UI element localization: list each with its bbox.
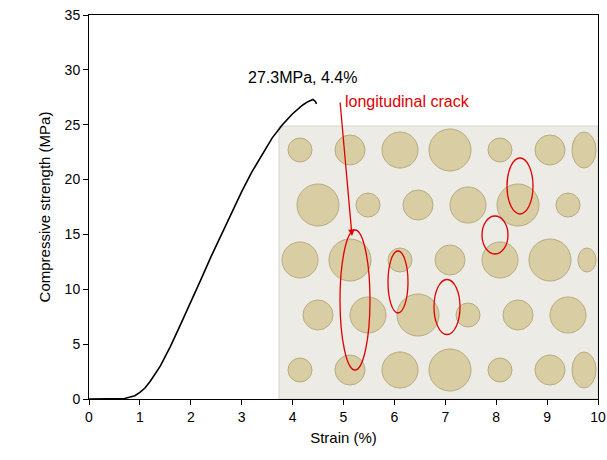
svg-text:Strain (%): Strain (%) (310, 429, 377, 446)
svg-text:4: 4 (289, 409, 297, 425)
svg-text:15: 15 (65, 226, 81, 242)
svg-text:6: 6 (391, 409, 399, 425)
svg-text:3: 3 (238, 409, 246, 425)
svg-text:5: 5 (72, 336, 80, 352)
svg-text:10: 10 (65, 281, 81, 297)
svg-text:10: 10 (590, 409, 606, 425)
svg-text:35: 35 (65, 7, 81, 23)
svg-text:2: 2 (187, 409, 195, 425)
svg-text:8: 8 (492, 409, 500, 425)
svg-text:7: 7 (441, 409, 449, 425)
svg-text:1: 1 (136, 409, 144, 425)
svg-text:25: 25 (65, 117, 81, 133)
svg-text:27.3MPa, 4.4%: 27.3MPa, 4.4% (248, 69, 357, 86)
svg-text:5: 5 (340, 409, 348, 425)
svg-text:9: 9 (543, 409, 551, 425)
svg-text:longitudinal crack: longitudinal crack (345, 93, 470, 110)
svg-text:0: 0 (85, 409, 93, 425)
svg-text:30: 30 (65, 62, 81, 78)
svg-text:Compressive strength (MPa): Compressive strength (MPa) (36, 112, 53, 303)
svg-text:0: 0 (72, 391, 80, 407)
svg-text:20: 20 (65, 171, 81, 187)
